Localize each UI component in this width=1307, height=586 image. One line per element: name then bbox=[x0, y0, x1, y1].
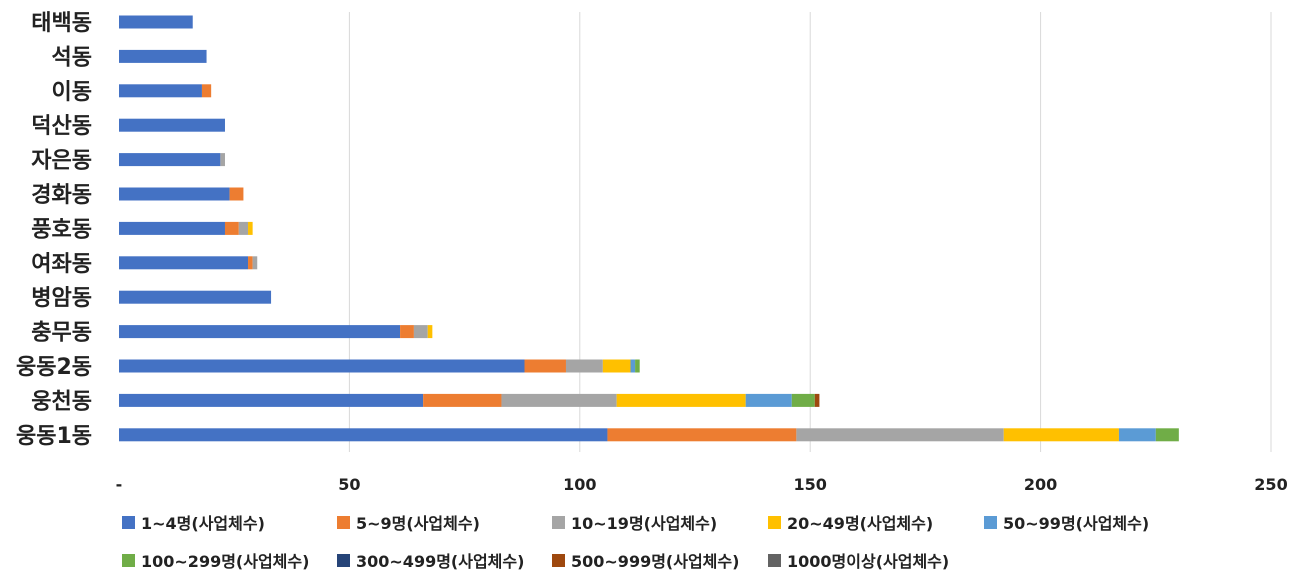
bar-segment bbox=[602, 359, 631, 373]
bar-segment bbox=[119, 359, 525, 373]
legend-item: 10~19명(사업체수) bbox=[552, 514, 717, 533]
bar-segment bbox=[1003, 428, 1119, 442]
bar-segment bbox=[119, 290, 272, 304]
bar-segment bbox=[238, 221, 249, 235]
bar-segment bbox=[119, 49, 207, 63]
legend-swatch bbox=[552, 516, 565, 529]
bar-segment bbox=[248, 221, 253, 235]
bars bbox=[119, 15, 1179, 442]
bar-segment bbox=[427, 325, 433, 339]
category-label: 웅천동 bbox=[31, 389, 92, 414]
category-label: 여좌동 bbox=[31, 252, 92, 277]
legend-swatch bbox=[768, 554, 781, 567]
bar-segment bbox=[607, 428, 797, 442]
legend-label: 1~4명(사업체수) bbox=[141, 514, 265, 533]
legend-swatch bbox=[337, 516, 350, 529]
bar-segment bbox=[119, 84, 202, 98]
bar-segment bbox=[119, 118, 225, 132]
bar-segment bbox=[248, 256, 253, 270]
x-tick-label: 150 bbox=[793, 475, 826, 494]
legend-item: 50~99명(사업체수) bbox=[984, 514, 1149, 533]
bar-segment bbox=[796, 428, 1004, 442]
bar-segment bbox=[119, 428, 608, 442]
x-tick-label: - bbox=[116, 475, 123, 494]
legend-label: 1000명이상(사업체수) bbox=[787, 552, 949, 571]
bar-segment bbox=[229, 187, 244, 201]
bar-segment bbox=[220, 153, 225, 167]
category-label: 자은동 bbox=[31, 149, 92, 174]
bar-segment bbox=[119, 393, 424, 407]
legend-label: 500~999명(사업체수) bbox=[571, 552, 739, 571]
bar-segment bbox=[119, 153, 221, 167]
x-tick-label: 50 bbox=[338, 475, 360, 494]
category-label: 충무동 bbox=[31, 321, 92, 346]
legend-swatch bbox=[337, 554, 350, 567]
bar-segment bbox=[1118, 428, 1156, 442]
bar-segment bbox=[224, 221, 239, 235]
bar-segment bbox=[616, 393, 746, 407]
bar-segment bbox=[119, 221, 225, 235]
category-label: 웅동2동 bbox=[16, 355, 92, 380]
category-label: 경화동 bbox=[31, 183, 92, 208]
category-label: 웅동1동 bbox=[16, 424, 92, 449]
legend-label: 5~9명(사업체수) bbox=[356, 514, 480, 533]
x-tick-label: 250 bbox=[1254, 475, 1287, 494]
bar-segment bbox=[119, 15, 193, 29]
legend-label: 20~49명(사업체수) bbox=[787, 514, 933, 533]
legend-item: 100~299명(사업체수) bbox=[122, 552, 309, 571]
bar-segment bbox=[119, 256, 249, 270]
bar-segment bbox=[635, 359, 640, 373]
bar-segment bbox=[501, 393, 617, 407]
bar-segment bbox=[400, 325, 414, 339]
bar-segment bbox=[119, 187, 230, 201]
legend-label: 300~499명(사업체수) bbox=[356, 552, 524, 571]
bar-segment bbox=[814, 393, 820, 407]
x-axis-tick-labels: - 50 100 150 200 250 bbox=[116, 475, 1288, 494]
category-label: 덕산동 bbox=[31, 114, 92, 139]
legend-label: 50~99명(사업체수) bbox=[1003, 514, 1149, 533]
legend-swatch bbox=[552, 554, 565, 567]
category-label: 태백동 bbox=[31, 11, 92, 36]
bar-segment bbox=[565, 359, 603, 373]
bar-segment bbox=[201, 84, 212, 98]
category-label: 병암동 bbox=[31, 286, 92, 311]
legend-item: 1~4명(사업체수) bbox=[122, 514, 265, 533]
bar-segment bbox=[524, 359, 566, 373]
category-label: 이동 bbox=[52, 80, 92, 105]
bar-segment bbox=[413, 325, 428, 339]
legend-label: 100~299명(사업체수) bbox=[141, 552, 309, 571]
legend-swatch bbox=[122, 554, 135, 567]
legend-item: 300~499명(사업체수) bbox=[337, 552, 524, 571]
legend-item: 20~49명(사업체수) bbox=[768, 514, 933, 533]
legend-swatch bbox=[122, 516, 135, 529]
bar-segment bbox=[252, 256, 258, 270]
legend-swatch bbox=[768, 516, 781, 529]
category-label: 석동 bbox=[52, 45, 92, 70]
x-tick-label: 200 bbox=[1024, 475, 1057, 494]
category-label: 풍호동 bbox=[31, 217, 92, 242]
bar-segment bbox=[745, 393, 792, 407]
gridlines bbox=[348, 12, 1272, 452]
bar-segment bbox=[1155, 428, 1179, 442]
legend: 1~4명(사업체수) 5~9명(사업체수) 10~19명(사업체수) 20~49명(사… bbox=[122, 514, 1149, 571]
legend-item: 5~9명(사업체수) bbox=[337, 514, 480, 533]
legend-item: 500~999명(사업체수) bbox=[552, 552, 739, 571]
legend-label: 10~19명(사업체수) bbox=[571, 514, 717, 533]
x-tick-label: 100 bbox=[563, 475, 596, 494]
bar-segment bbox=[791, 393, 815, 407]
bar-segment bbox=[630, 359, 636, 373]
legend-swatch bbox=[984, 516, 997, 529]
bar-segment bbox=[423, 393, 502, 407]
bar-segment bbox=[119, 325, 401, 339]
legend-item: 1000명이상(사업체수) bbox=[768, 552, 949, 571]
